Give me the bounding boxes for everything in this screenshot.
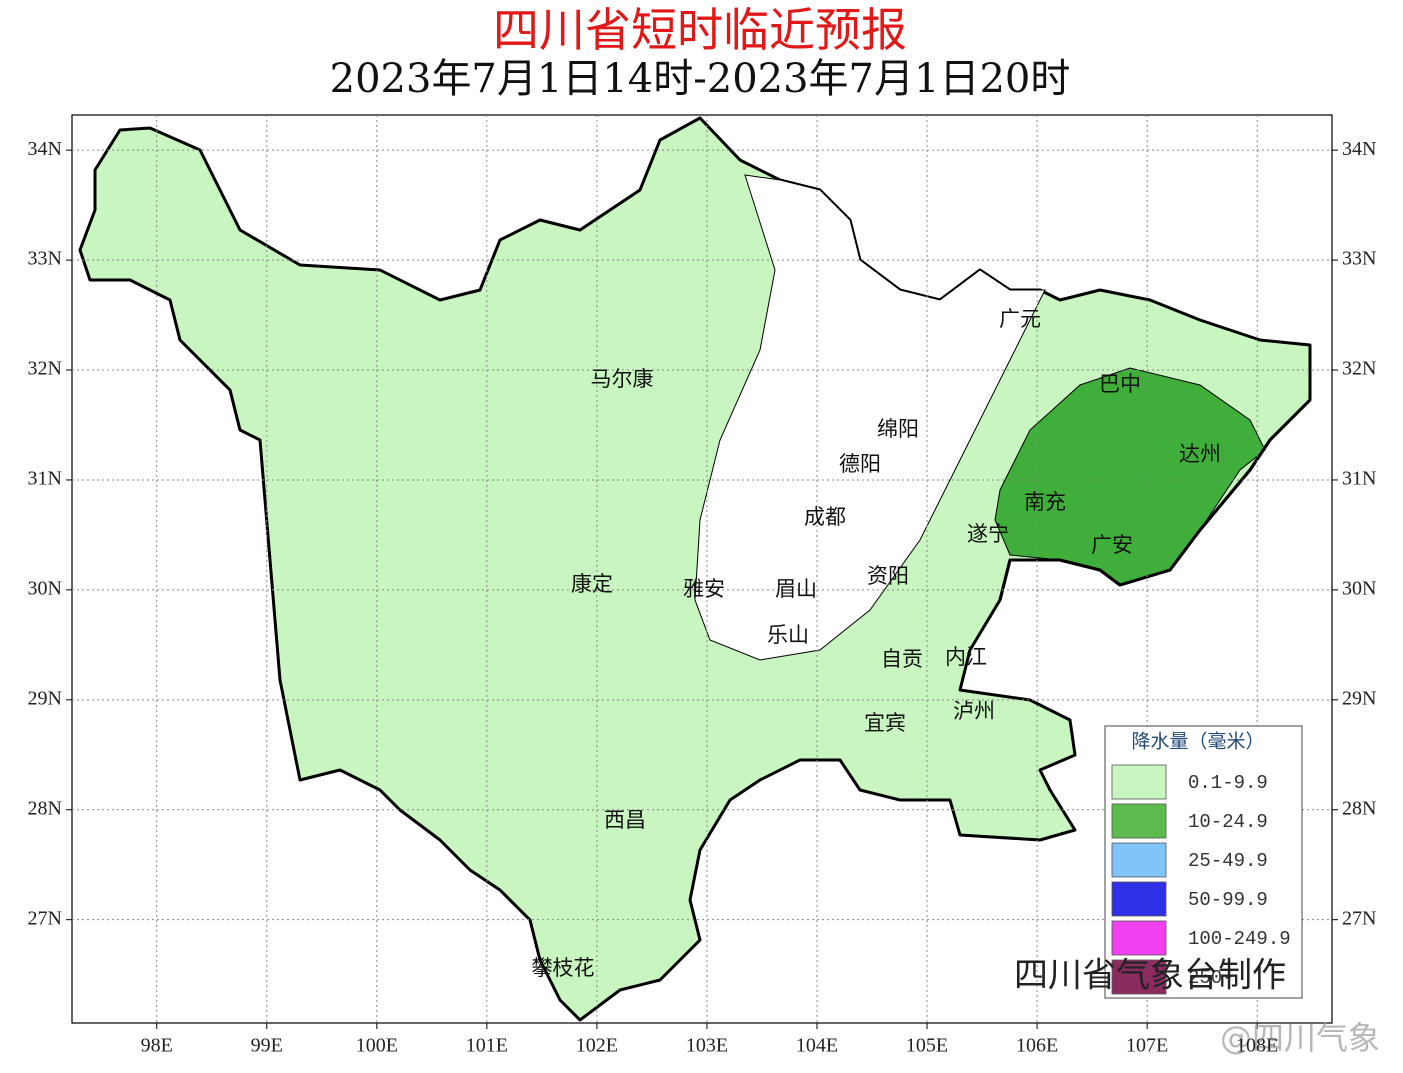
city-label: 德阳	[839, 452, 881, 476]
y-tick-label: 33N	[1342, 248, 1376, 270]
legend-label: 250-	[1188, 967, 1234, 989]
legend-title: 降水量（毫米）	[1131, 731, 1264, 753]
x-tick-label: 99E	[251, 1035, 283, 1057]
legend-swatch	[1111, 842, 1167, 878]
x-tick-label: 108E	[1236, 1035, 1278, 1057]
city-label: 广安	[1091, 533, 1133, 557]
x-tick-label: 101E	[466, 1035, 508, 1057]
city-label: 达州	[1179, 442, 1221, 466]
legend-swatch	[1111, 959, 1167, 995]
city-label: 自贡	[881, 647, 923, 671]
city-label: 内江	[945, 645, 987, 669]
y-tick-label: 27N	[1342, 907, 1376, 929]
credit: 四川省气象台制作	[1014, 956, 1286, 996]
legend-label: 25-49.9	[1188, 850, 1268, 872]
city-label: 绵阳	[877, 417, 919, 441]
province-border	[998, 398, 1312, 601]
city-label: 成都	[804, 505, 846, 529]
no-rain-area	[694, 174, 1046, 661]
legend-swatch	[1111, 803, 1167, 839]
y-tick-label: 29N	[28, 687, 62, 709]
legend-label: 0.1-9.9	[1188, 772, 1268, 794]
city-label: 宜宾	[864, 711, 906, 735]
x-tick-label: 104E	[796, 1035, 838, 1057]
city-label: 马尔康	[591, 367, 654, 391]
x-tick-label: 98E	[141, 1035, 173, 1057]
y-tick-label: 34N	[28, 138, 62, 160]
x-tick-label: 102E	[576, 1035, 618, 1057]
city-label: 广元	[999, 307, 1041, 331]
city-label: 康定	[571, 572, 613, 596]
regions	[78, 116, 1312, 1022]
x-tick-label: 100E	[356, 1035, 398, 1057]
city-label: 南充	[1024, 490, 1066, 514]
title: 四川省短时临近预报	[493, 3, 907, 57]
city-labels: 马尔康 广元 巴中 绵阳 达州 德阳 南充 成都 遂宁 广安 康定 雅安 眉山 …	[532, 307, 1222, 980]
y-tick-label: 32N	[28, 358, 62, 380]
y-tick-label: 29N	[1342, 687, 1376, 709]
y-tick-label: 27N	[28, 907, 62, 929]
city-label: 遂宁	[967, 522, 1009, 546]
y-tick-label: 34N	[1342, 138, 1376, 160]
x-tick-label: 105E	[906, 1035, 948, 1057]
y-tick-label: 28N	[1342, 797, 1376, 819]
moderate-rain-area	[994, 367, 1266, 586]
legend-label: 10-24.9	[1188, 811, 1268, 833]
x-tick-label: 106E	[1016, 1035, 1058, 1057]
city-label: 西昌	[604, 808, 646, 832]
city-label: 资阳	[867, 564, 909, 588]
legend-label: 50-99.9	[1188, 889, 1268, 911]
watermark: @四川气象	[1220, 1019, 1380, 1057]
city-label: 眉山	[775, 577, 817, 601]
city-label: 雅安	[683, 577, 725, 601]
y-tick-label: 30N	[28, 577, 62, 599]
city-label: 乐山	[767, 623, 809, 647]
legend-swatch	[1111, 920, 1167, 956]
legend-swatch	[1111, 881, 1167, 917]
legend-swatch	[1111, 764, 1167, 800]
subtitle: 2023年7月1日14时-2023年7月1日20时	[330, 56, 1071, 102]
y-tick-label: 31N	[28, 468, 62, 490]
city-label: 巴中	[1099, 372, 1141, 396]
x-tick-label: 107E	[1126, 1035, 1168, 1057]
city-label: 攀枝花	[532, 956, 595, 980]
y-tick-label: 30N	[1342, 577, 1376, 599]
legend: 降水量（毫米） 0.1-9.9 10-24.9 25-49.9 50-99.9 100-…	[1104, 725, 1303, 999]
y-tick-label: 33N	[28, 248, 62, 270]
y-tick-label: 32N	[1342, 358, 1376, 380]
city-label: 泸州	[953, 699, 995, 723]
x-tick-label: 103E	[686, 1035, 728, 1057]
y-tick-label: 31N	[1342, 468, 1376, 490]
y-tick-label: 28N	[28, 797, 62, 819]
legend-label: 100-249.9	[1188, 928, 1291, 950]
